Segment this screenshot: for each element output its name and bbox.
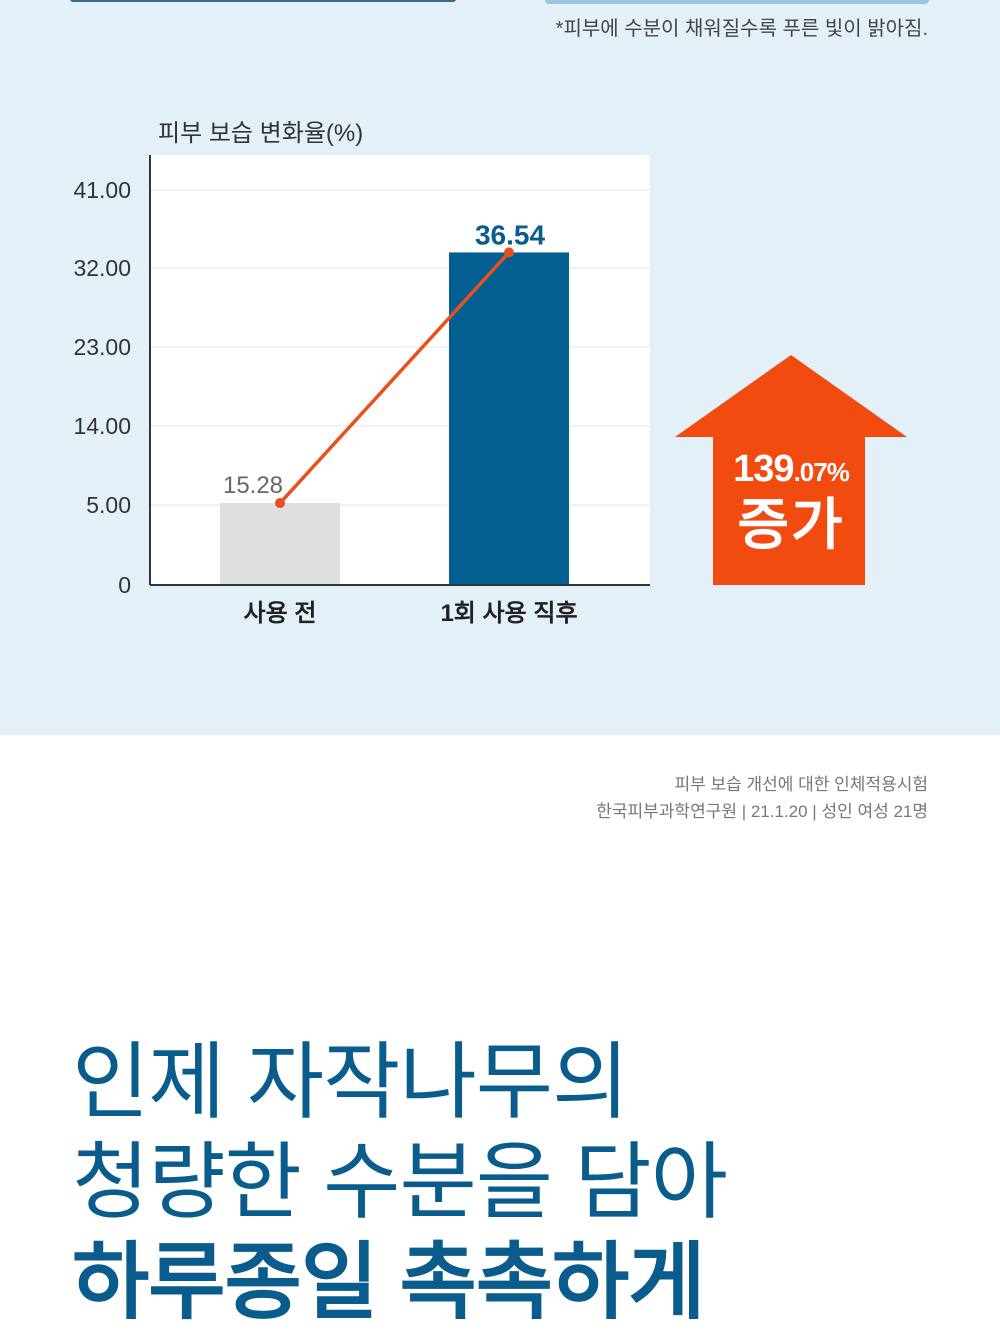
increase-word: 증가 xyxy=(737,493,845,556)
y-tick-label: 5.00 xyxy=(86,492,131,518)
y-tick-label: 32.00 xyxy=(73,255,131,281)
headline: 인제 자작나무의 청량한 수분을 담아 하루종일 촉촉하게 xyxy=(72,1032,728,1332)
category-labels: 사용 전 1회 사용 직후 xyxy=(244,600,578,627)
increase-percent: 139.07% xyxy=(733,448,850,490)
y-tick-label: 14.00 xyxy=(73,413,131,439)
increase-badge: 139.07% 증가 xyxy=(713,446,869,555)
y-tick-labels: 0 5.00 14.00 23.00 32.00 41.00 xyxy=(73,177,131,598)
trend-line xyxy=(275,247,514,509)
y-tick-label: 0 xyxy=(118,572,131,598)
study-title: 피부 보습 개선에 대한 인체적용시험 xyxy=(674,775,929,794)
footnote: *피부에 수분이 채워질수록 푸른 빛이 밝아짐. xyxy=(555,18,928,40)
study-details: 한국피부과학연구원 | 21.1.20 | 성인 여성 21명 xyxy=(596,802,928,821)
data-labels: 15.28 36.54 xyxy=(223,219,545,499)
bar xyxy=(220,503,340,585)
bar-chart: 0 5.00 14.00 23.00 32.00 41.00 15.28 36.54 사용 … xyxy=(73,155,650,627)
trend-point xyxy=(504,247,514,258)
previous-section-decoration xyxy=(70,0,456,2)
bar xyxy=(449,252,569,585)
y-tick-label: 23.00 xyxy=(73,334,131,360)
y-axis-label: 피부 보습 변화율(%) xyxy=(158,120,364,147)
data-label: 15.28 xyxy=(223,472,283,499)
trend-line-segment xyxy=(278,251,511,505)
data-label: 36.54 xyxy=(475,219,545,250)
previous-section-highlight xyxy=(545,0,929,4)
bars xyxy=(220,252,569,585)
up-arrow-icon xyxy=(675,355,907,585)
y-tick-label: 41.00 xyxy=(73,177,131,203)
headline-line-3: 하루종일 촉촉하게 xyxy=(72,1235,706,1329)
category-label: 사용 전 xyxy=(244,600,317,627)
trend-point xyxy=(275,498,285,509)
headline-line-2: 청량한 수분을 담아 xyxy=(72,1135,728,1229)
category-label: 1회 사용 직후 xyxy=(440,600,577,627)
headline-line-1: 인제 자작나무의 xyxy=(72,1035,629,1129)
